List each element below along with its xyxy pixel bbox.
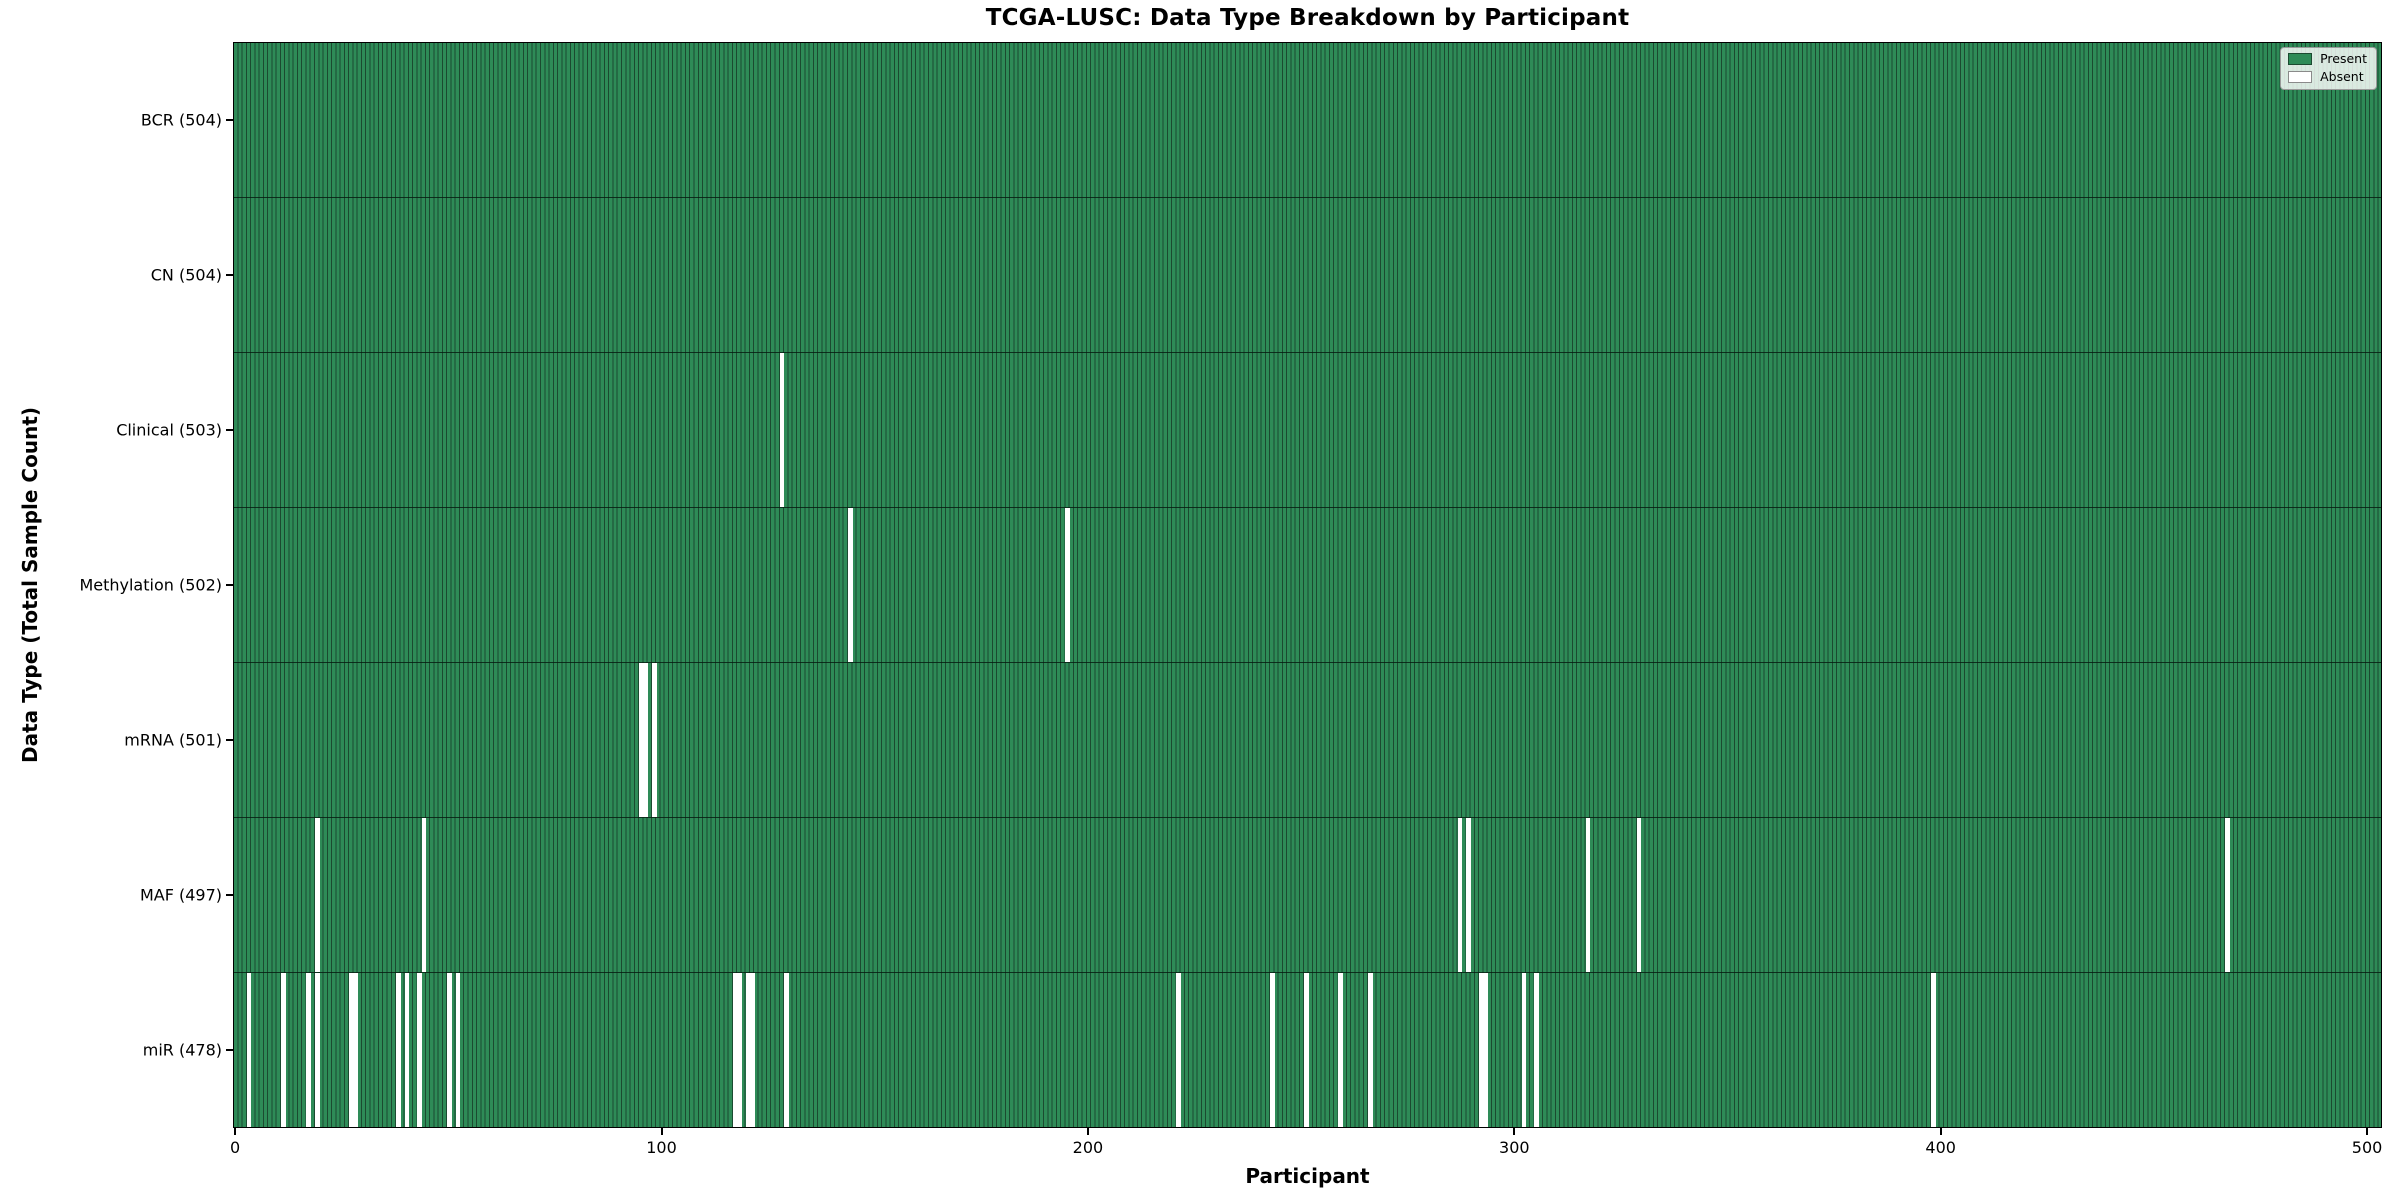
- y-tick-label: CN (504): [150, 265, 222, 285]
- absent-mark: [447, 973, 452, 1127]
- x-tick-label: 0: [230, 1138, 241, 1157]
- x-tick-mark: [1086, 1128, 1089, 1135]
- absent-mark: [1304, 973, 1309, 1127]
- x-tick-mark: [2366, 1128, 2369, 1135]
- absent-mark: [1466, 818, 1471, 972]
- y-tick-mark: [226, 1049, 233, 1052]
- row-bcr: [234, 43, 2381, 198]
- absent-mark: [737, 973, 742, 1127]
- absent-mark: [455, 973, 461, 1127]
- absent-mark: [396, 973, 401, 1127]
- x-tick-label: 200: [1072, 1138, 1104, 1157]
- absent-mark: [732, 973, 738, 1127]
- absent-mark: [404, 973, 410, 1127]
- chart-title: TCGA-LUSC: Data Type Breakdown by Partic…: [985, 5, 1630, 31]
- present-swatch-icon: [2288, 53, 2313, 66]
- absent-mark: [749, 973, 755, 1127]
- absent-mark: [349, 973, 354, 1127]
- row-maf: [234, 818, 2381, 973]
- absent-mark: [1534, 973, 1540, 1127]
- absent-mark: [848, 508, 853, 662]
- absent-mark: [306, 973, 312, 1127]
- absent-mark: [1585, 818, 1591, 972]
- absent-mark: [315, 973, 320, 1127]
- absent-mark: [353, 973, 359, 1127]
- x-tick-label: 300: [1499, 1138, 1530, 1157]
- rows-container: [234, 43, 2381, 1127]
- absent-mark: [1483, 973, 1488, 1127]
- y-tick-mark: [226, 118, 233, 121]
- legend: Present Absent: [2280, 47, 2377, 90]
- y-tick-label: Methylation (502): [79, 575, 222, 595]
- y-tick-mark: [226, 584, 233, 586]
- absent-mark: [1521, 973, 1527, 1127]
- absent-mark: [2225, 818, 2230, 972]
- y-tick-mark: [226, 428, 233, 431]
- absent-mark: [784, 973, 789, 1127]
- absent-mark: [1065, 508, 1071, 662]
- row-mrna: [234, 663, 2381, 818]
- absent-mark: [1636, 818, 1642, 972]
- absent-mark: [651, 663, 657, 817]
- legend-label-present: Present: [2320, 51, 2367, 66]
- x-tick-label: 500: [2351, 1138, 2383, 1157]
- absent-mark: [1338, 973, 1343, 1127]
- absent-mark: [1176, 973, 1181, 1127]
- y-tick-label: Clinical (503): [116, 420, 222, 440]
- absent-mark: [1457, 818, 1463, 972]
- y-tick-mark: [226, 739, 233, 742]
- legend-item-absent: Absent: [2288, 68, 2367, 84]
- x-tick-label: 400: [1925, 1138, 1956, 1157]
- x-tick-label: 100: [646, 1138, 677, 1157]
- absent-mark: [643, 663, 648, 817]
- absent-mark: [1270, 973, 1275, 1127]
- absent-mark: [745, 973, 751, 1127]
- absent-mark: [1931, 973, 1936, 1127]
- x-tick-mark: [1939, 1128, 1942, 1135]
- absent-mark: [779, 353, 785, 507]
- absent-mark: [1368, 973, 1373, 1127]
- y-tick-label: MAF (497): [139, 885, 222, 905]
- legend-item-present: Present: [2288, 51, 2367, 66]
- x-axis-label: Participant: [1245, 1164, 1370, 1188]
- absent-mark: [246, 973, 252, 1127]
- y-tick-mark: [226, 273, 233, 276]
- absent-mark: [1479, 973, 1484, 1127]
- x-tick-mark: [1513, 1128, 1516, 1135]
- plot-area: Present Absent: [233, 42, 2382, 1128]
- absent-swatch-icon: [2288, 70, 2313, 83]
- row-clinical: [234, 353, 2381, 508]
- legend-label-absent: Absent: [2320, 68, 2364, 84]
- y-tick-label: mRNA (501): [124, 730, 222, 750]
- absent-mark: [280, 973, 286, 1127]
- y-tick-label: miR (478): [142, 1040, 222, 1060]
- row-cn: [234, 198, 2381, 353]
- absent-mark: [421, 818, 427, 972]
- row-mir: [234, 973, 2381, 1127]
- absent-mark: [315, 818, 320, 972]
- row-methylation: [234, 508, 2381, 663]
- absent-mark: [417, 973, 422, 1127]
- x-tick-mark: [234, 1128, 237, 1135]
- x-tick-mark: [660, 1128, 663, 1135]
- y-tick-label: BCR (504): [140, 110, 222, 130]
- absent-mark: [639, 663, 644, 817]
- y-tick-mark: [226, 894, 233, 897]
